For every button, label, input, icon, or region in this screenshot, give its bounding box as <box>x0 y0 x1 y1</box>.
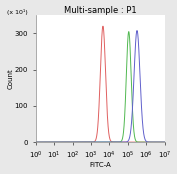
Title: Multi-sample : P1: Multi-sample : P1 <box>64 6 136 15</box>
Y-axis label: Count: Count <box>7 68 13 89</box>
X-axis label: FITC-A: FITC-A <box>89 163 111 168</box>
Text: (x 10¹): (x 10¹) <box>7 9 28 15</box>
